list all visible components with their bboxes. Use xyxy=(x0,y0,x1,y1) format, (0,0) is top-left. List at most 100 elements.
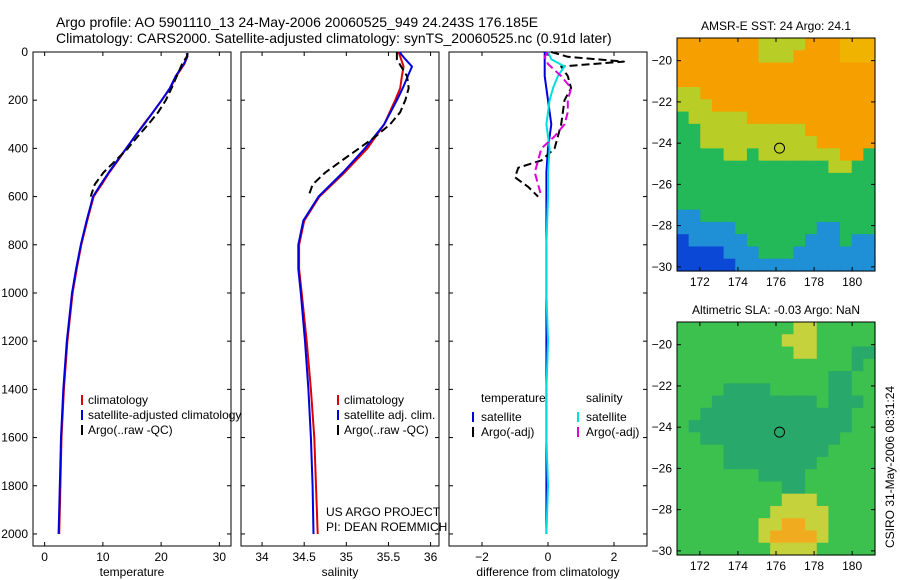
sst-map-cell xyxy=(805,50,818,64)
sla-map-cell xyxy=(781,407,795,421)
sst-map-cell xyxy=(746,160,760,174)
sst-map-cell xyxy=(781,185,795,199)
sst-map-cell xyxy=(863,172,876,186)
sla-map-cell xyxy=(758,420,771,433)
sst-map-cell xyxy=(840,50,853,64)
sst-map-cell xyxy=(851,185,864,199)
sst-map-cell xyxy=(781,38,795,51)
sla-map-cell xyxy=(758,456,771,470)
sla-map-cell xyxy=(793,322,806,335)
temperature-ytick-label: 600 xyxy=(8,190,28,204)
sst-map-cell xyxy=(688,87,701,100)
sla-map-cell xyxy=(735,530,748,544)
sla-map-cell xyxy=(746,456,760,470)
sla-map-cell xyxy=(711,383,725,397)
sla-map-cell xyxy=(863,358,876,372)
temperature-ytick-label: 2000 xyxy=(1,527,28,541)
sst-map-cell xyxy=(758,197,771,211)
sla-map-cell xyxy=(840,322,853,335)
sla-map-cell xyxy=(805,395,818,409)
sla-map-cell xyxy=(723,420,736,433)
sla-map-cell xyxy=(851,432,864,446)
series-temperature-argo-raw-qc- xyxy=(89,52,189,197)
sst-map-cell xyxy=(828,197,841,211)
sst-map-cell xyxy=(700,87,713,100)
sla-map-cell xyxy=(828,444,841,458)
sla-map-ytick-label: −30 xyxy=(652,544,673,558)
sst-map-cell xyxy=(851,258,864,272)
sst-map-cell xyxy=(828,172,841,186)
sla-map-cell xyxy=(746,542,760,556)
sla-map-cell xyxy=(863,334,876,348)
sla-map-cell xyxy=(770,469,783,483)
sst-map-cell xyxy=(677,74,690,88)
temperature-ytick-label: 400 xyxy=(8,141,28,155)
sla-map-cell xyxy=(816,407,830,421)
sst-map-cell xyxy=(723,123,736,137)
sla-map-cell xyxy=(758,444,771,458)
salinity-legend-label: climatology xyxy=(344,393,404,407)
sla-map-cell xyxy=(781,420,795,433)
sst-map-cell xyxy=(700,172,713,186)
sla-map-cell xyxy=(723,358,736,372)
sst-map-cell xyxy=(746,197,760,211)
sst-map-cell xyxy=(805,111,818,125)
sla-map-cell xyxy=(781,481,795,495)
sst-map-cell xyxy=(677,62,690,76)
sst-map-cell xyxy=(700,99,713,113)
sst-map-cell xyxy=(840,197,853,211)
sla-map-cell xyxy=(770,493,783,507)
sst-map-cell xyxy=(723,246,736,260)
sla-map-cell xyxy=(677,542,690,556)
sst-map-cell xyxy=(735,197,748,211)
sst-map-argo-marker xyxy=(774,142,786,154)
sst-map-cell xyxy=(781,74,795,88)
sst-map-cell xyxy=(863,74,876,88)
sst-map-cell xyxy=(735,221,748,235)
sla-map-cell xyxy=(793,530,806,544)
sst-map-cell xyxy=(781,136,795,149)
sst-map-cell xyxy=(793,185,806,199)
sla-map-cell xyxy=(863,481,876,495)
sla-map-cell xyxy=(711,505,725,519)
sla-map-cell xyxy=(711,481,725,495)
sla-map-argo-marker xyxy=(774,426,786,438)
sla-map-cell xyxy=(735,518,748,532)
sst-map-cell xyxy=(688,160,701,174)
sla-map-cell xyxy=(781,505,795,519)
sst-map-cell xyxy=(781,246,795,260)
sla-map-cell xyxy=(711,407,725,421)
sla-map-cell xyxy=(851,530,864,544)
sla-map-cell xyxy=(816,334,830,348)
sst-map-cell xyxy=(816,185,830,199)
sla-map-cell xyxy=(677,530,690,544)
sst-map-cell xyxy=(677,87,690,100)
sla-map-cell xyxy=(700,322,713,335)
sst-map-cell xyxy=(723,111,736,125)
difference-legend-heading: salinity xyxy=(586,391,623,405)
sla-map-cell xyxy=(677,518,690,532)
sst-map-cell xyxy=(711,148,725,162)
sst-map-cell xyxy=(758,172,771,186)
sla-map-cell xyxy=(816,444,830,458)
sla-map-cell xyxy=(805,481,818,495)
sla-map-cell xyxy=(746,420,760,433)
sst-map-cell xyxy=(758,160,771,174)
sst-map-cell xyxy=(840,172,853,186)
sst-map-cell xyxy=(758,136,771,149)
salinity-xtick-label: 34 xyxy=(255,550,269,564)
sst-map-cell xyxy=(758,99,771,113)
sst-map-cell xyxy=(840,246,853,260)
sla-map-cell xyxy=(677,358,690,372)
sla-map-cell xyxy=(840,469,853,483)
sst-map-cell xyxy=(711,62,725,76)
sla-map-cell xyxy=(688,371,701,384)
sst-map-cell xyxy=(735,258,748,272)
sla-map-cell xyxy=(805,432,818,446)
sla-map-cell xyxy=(816,358,830,372)
sst-map-cell xyxy=(781,209,795,223)
sla-map-cell xyxy=(723,481,736,495)
sst-map-cell xyxy=(863,50,876,64)
sla-map-cell xyxy=(688,530,701,544)
difference-xtick-label: −2 xyxy=(475,550,489,564)
